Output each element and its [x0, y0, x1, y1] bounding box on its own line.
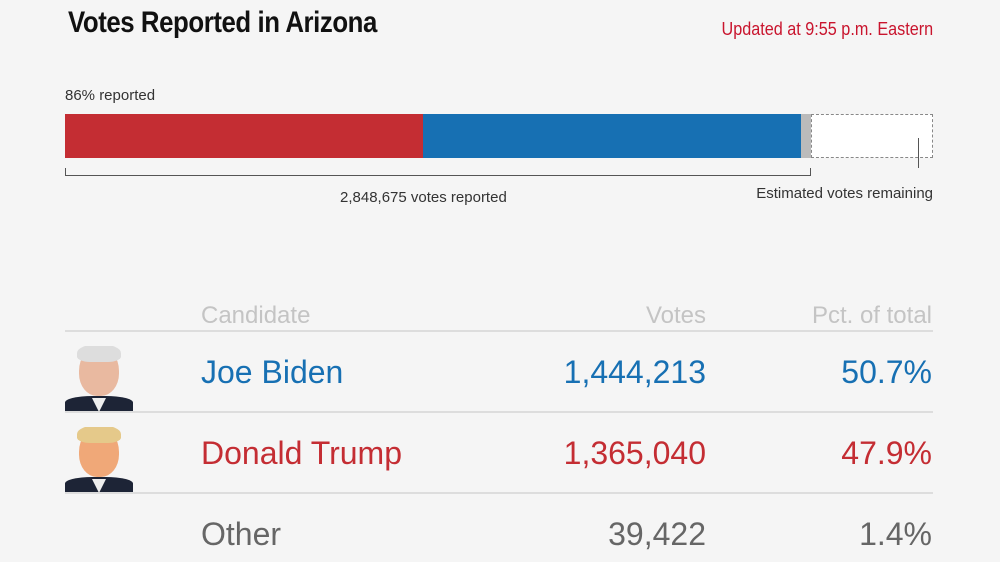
updated-timestamp: Updated at 9:55 p.m. Eastern [721, 19, 933, 39]
trump-avatar [65, 427, 133, 493]
biden-avatar [65, 346, 133, 412]
reported-bracket [65, 168, 812, 176]
estimated-remaining-label: Estimated votes remaining [756, 185, 933, 202]
candidate-name: Joe Biden [201, 354, 344, 390]
header-candidate: Candidate [201, 302, 311, 329]
bar-segment-other [801, 114, 812, 158]
divider [65, 330, 933, 332]
candidate-votes: 1,365,040 [563, 435, 706, 471]
candidate-name: Donald Trump [201, 435, 402, 471]
header-votes: Votes [645, 302, 706, 329]
candidate-pct: 50.7% [841, 354, 932, 390]
bar-segment-joe-biden [422, 114, 802, 158]
percent-reported-label: 86% reported [65, 87, 156, 104]
candidate-votes: 1,444,213 [563, 354, 706, 390]
candidate-name: Other [201, 516, 282, 552]
bar-segment-donald-trump [65, 114, 423, 158]
page-title: Votes Reported in Arizona [68, 6, 377, 39]
header-pct: Pct. of total [811, 302, 932, 329]
divider [65, 411, 933, 413]
candidate-pct: 47.9% [841, 435, 932, 471]
candidate-votes: 39,422 [608, 516, 706, 552]
divider [65, 492, 933, 494]
votes-reported-label: 2,848,675 votes reported [340, 189, 507, 206]
bar-segment-remaining [811, 114, 933, 158]
remaining-tick [918, 138, 919, 168]
candidate-pct: 1.4% [859, 516, 932, 552]
